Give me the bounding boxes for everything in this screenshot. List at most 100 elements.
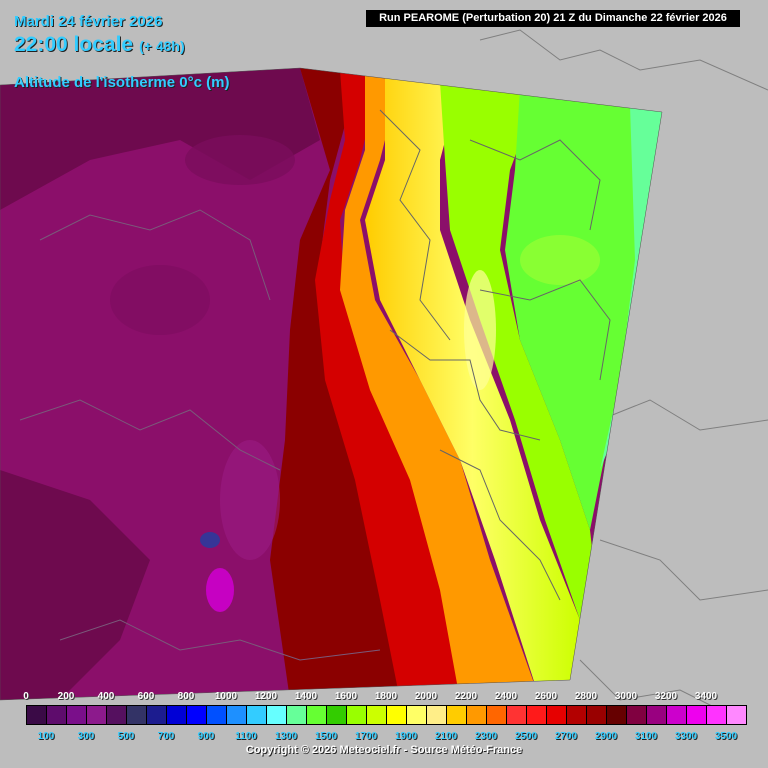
texture-blotch-blue xyxy=(200,532,220,548)
legend-label-top: 3200 xyxy=(654,691,678,702)
legend-color-bar xyxy=(26,705,747,725)
legend-swatch xyxy=(66,705,86,725)
legend-swatch xyxy=(586,705,606,725)
legend-swatch xyxy=(246,705,266,725)
forecast-lead-time: (+ 48h) xyxy=(139,38,185,54)
legend-swatch xyxy=(46,705,66,725)
country-border xyxy=(439,449,561,601)
domain-outline xyxy=(0,67,663,701)
legend-label-top: 1400 xyxy=(294,691,318,702)
legend-swatch xyxy=(606,705,626,725)
zone-orange xyxy=(340,75,540,700)
zone-yellow xyxy=(365,78,580,700)
zone-green xyxy=(505,88,662,530)
color-legend: 0 200 400 600 800 1000 1200 1400 1600 1800 2000 220… xyxy=(0,686,768,768)
legend-label-bottom: 2500 xyxy=(514,731,538,742)
legend-label-bottom: 3100 xyxy=(634,731,658,742)
zone-cyan-green xyxy=(600,105,662,470)
legend-swatch xyxy=(466,705,486,725)
country-border xyxy=(379,109,451,341)
legend-label-bottom: 2100 xyxy=(434,731,458,742)
legend-label-top: 2800 xyxy=(574,691,598,702)
texture-blotch xyxy=(185,135,295,185)
outer-border-southeast xyxy=(599,539,768,601)
legend-swatch xyxy=(286,705,306,725)
legend-label-bottom: 3300 xyxy=(674,731,698,742)
run-info-bar: Run PEAROME (Perturbation 20) 21 Z du Di… xyxy=(366,10,740,27)
legend-label-bottom: 2900 xyxy=(594,731,618,742)
legend-label-bottom: 2700 xyxy=(554,731,578,742)
country-border xyxy=(469,139,601,231)
forecast-time: 22:00 locale (+ 48h) xyxy=(14,33,185,57)
legend-label-bottom: 1900 xyxy=(394,731,418,742)
legend-swatch xyxy=(186,705,206,725)
texture-blotch-magenta xyxy=(206,568,234,612)
legend-label-top: 0 xyxy=(23,691,29,702)
legend-label-bottom: 1100 xyxy=(235,731,257,742)
legend-label-top: 3000 xyxy=(614,691,638,702)
legend-swatch xyxy=(126,705,146,725)
legend-label-bottom: 2300 xyxy=(474,731,498,742)
legend-swatch xyxy=(666,705,686,725)
legend-label-bottom: 700 xyxy=(157,731,175,742)
legend-swatch xyxy=(266,705,286,725)
legend-label-top: 200 xyxy=(57,691,75,702)
legend-label-top: 1800 xyxy=(374,691,398,702)
legend-label-top: 400 xyxy=(97,691,115,702)
zone-northwest-dark-purple xyxy=(0,68,320,210)
parameter-title: Altitude de l'isotherme 0°c (m) xyxy=(14,74,230,91)
legend-label-top: 2200 xyxy=(454,691,478,702)
legend-label-bottom: 100 xyxy=(37,731,55,742)
legend-label-top: 2600 xyxy=(534,691,558,702)
country-border xyxy=(39,209,271,301)
country-border xyxy=(389,329,541,441)
legend-label-top: 600 xyxy=(137,691,155,702)
legend-label-top: 2000 xyxy=(414,691,438,702)
legend-swatch xyxy=(366,705,386,725)
legend-swatch xyxy=(706,705,726,725)
texture-blotch-green xyxy=(520,235,600,285)
forecast-time-label: 22:00 locale xyxy=(14,33,134,56)
legend-swatch xyxy=(626,705,646,725)
legend-swatch xyxy=(546,705,566,725)
legend-swatch xyxy=(506,705,526,725)
zone-lime xyxy=(440,82,600,620)
legend-swatch xyxy=(106,705,126,725)
legend-swatch xyxy=(26,705,46,725)
legend-label-bottom: 1500 xyxy=(314,731,338,742)
country-border xyxy=(59,619,381,661)
legend-label-bottom: 500 xyxy=(117,731,135,742)
legend-swatch xyxy=(326,705,346,725)
legend-label-bottom: 1700 xyxy=(354,731,378,742)
legend-swatch xyxy=(426,705,446,725)
legend-swatch xyxy=(226,705,246,725)
legend-label-top: 1200 xyxy=(254,691,278,702)
legend-label-top: 2400 xyxy=(494,691,518,702)
legend-swatch xyxy=(146,705,166,725)
legend-swatch xyxy=(86,705,106,725)
legend-label-bottom: 300 xyxy=(77,731,95,742)
legend-label-top: 1000 xyxy=(214,691,238,702)
texture-blotch-light xyxy=(464,270,496,390)
legend-label-bottom: 1300 xyxy=(274,731,298,742)
outer-coastline xyxy=(479,29,768,91)
legend-swatch xyxy=(206,705,226,725)
legend-swatch xyxy=(526,705,546,725)
legend-swatch xyxy=(446,705,466,725)
forecast-date: Mardi 24 février 2026 xyxy=(14,13,163,30)
outer-border-east xyxy=(599,399,768,431)
texture-blotch xyxy=(220,440,280,560)
legend-swatch xyxy=(646,705,666,725)
legend-swatch xyxy=(726,705,747,725)
legend-label-top: 3400 xyxy=(694,691,718,702)
legend-swatch xyxy=(486,705,506,725)
legend-swatch xyxy=(346,705,366,725)
legend-swatch xyxy=(406,705,426,725)
legend-label-top: 800 xyxy=(177,691,195,702)
legend-swatch xyxy=(686,705,706,725)
legend-swatch xyxy=(386,705,406,725)
legend-swatch xyxy=(166,705,186,725)
